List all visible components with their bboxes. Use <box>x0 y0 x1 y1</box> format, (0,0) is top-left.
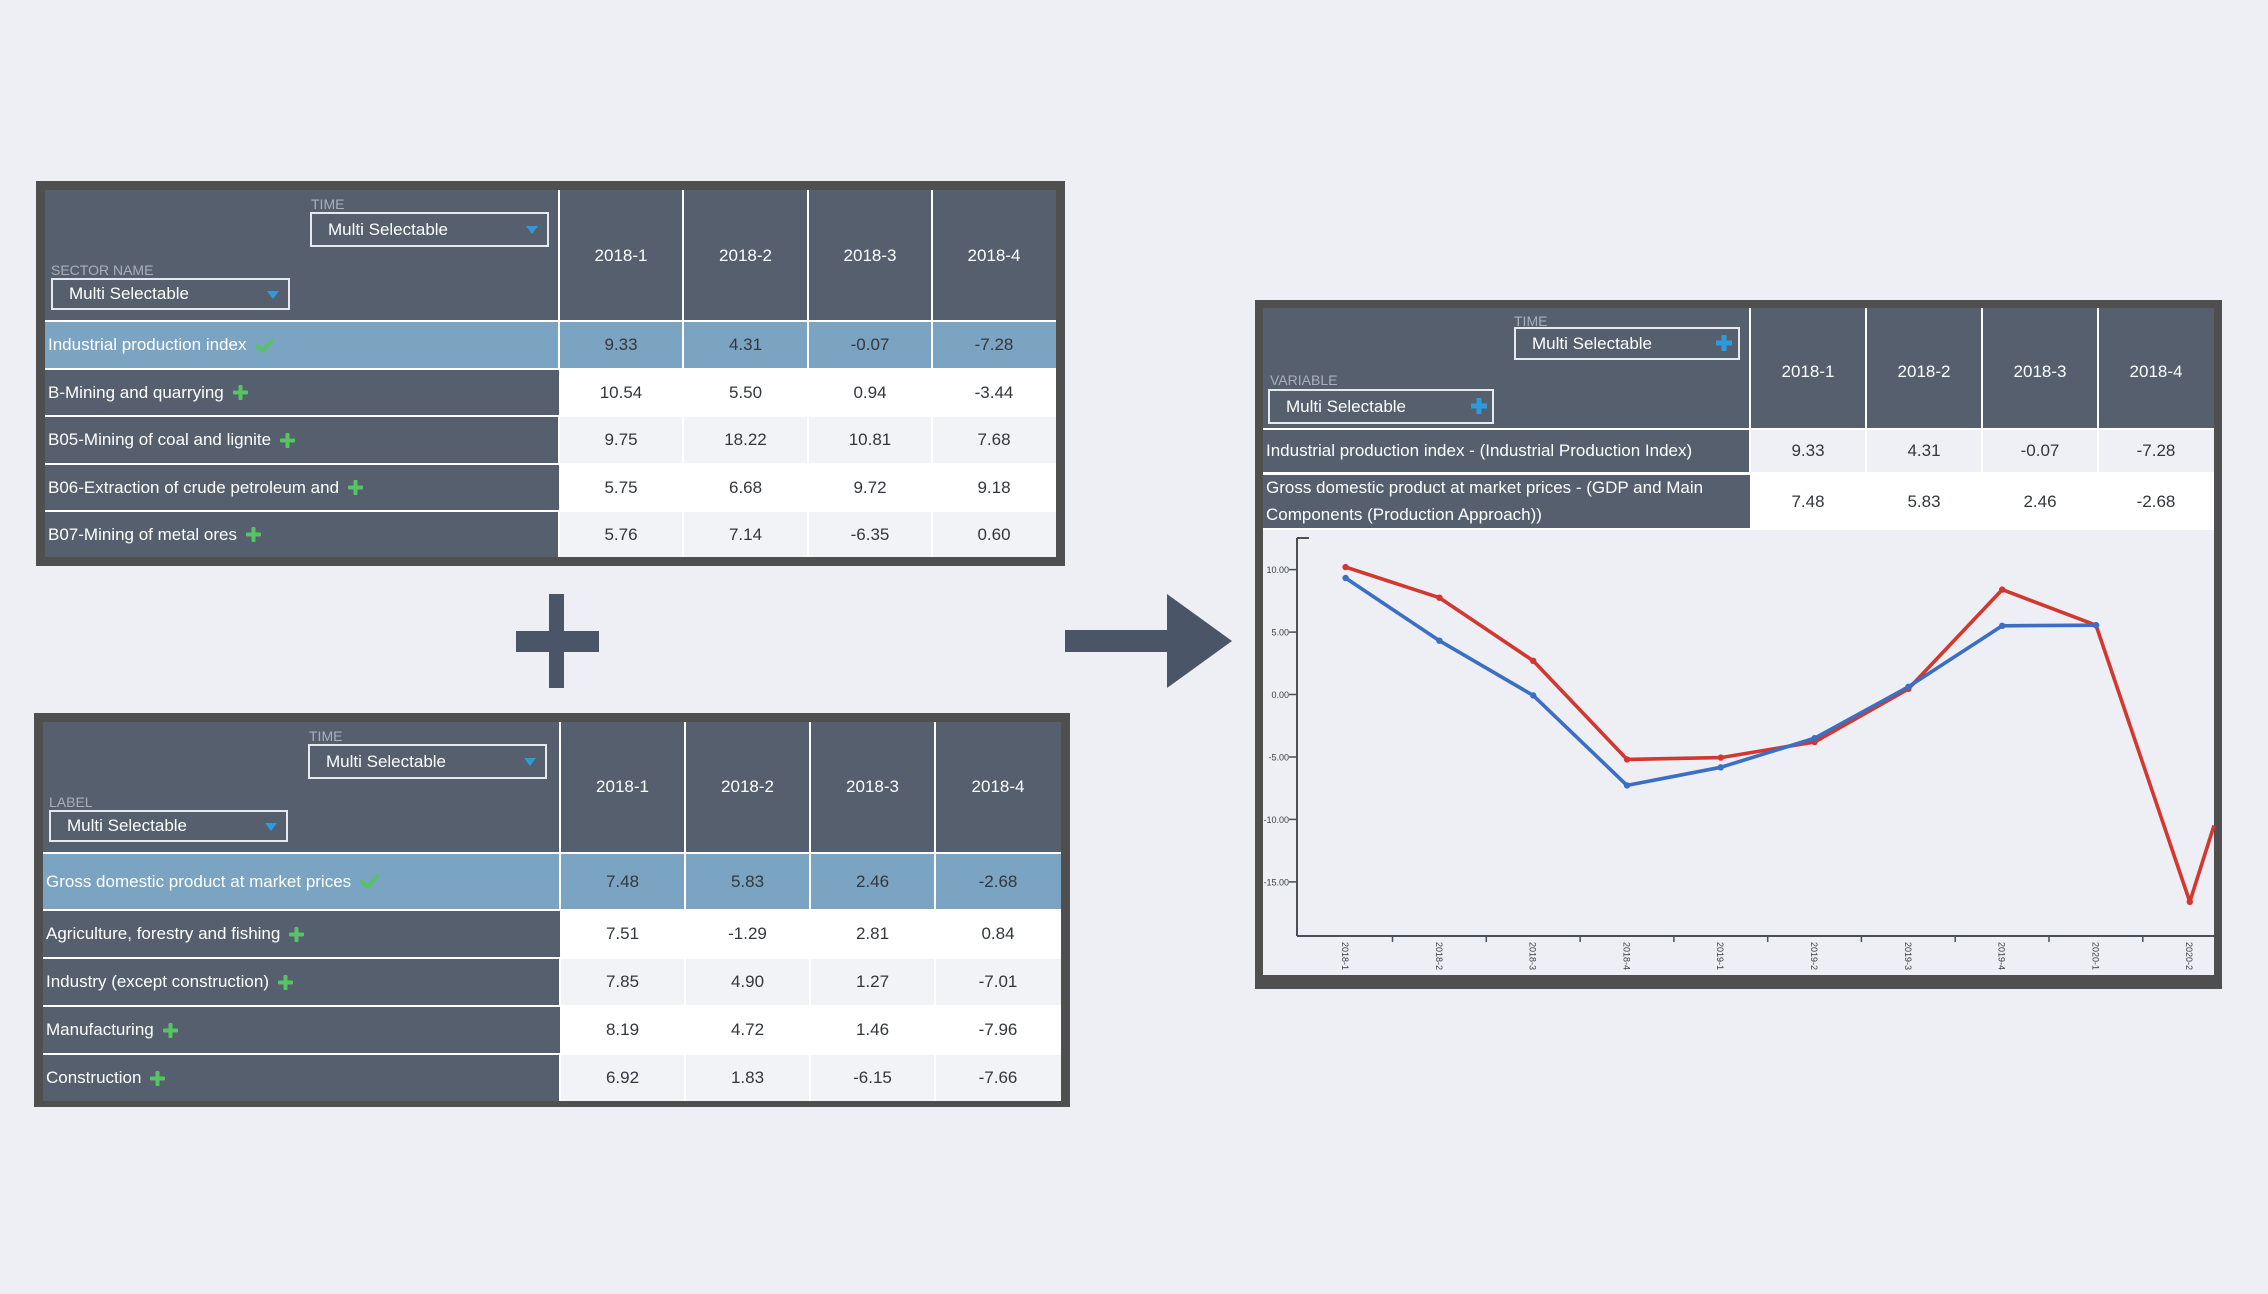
svg-text:-10.00: -10.00 <box>1263 815 1289 825</box>
svg-text:2019-3: 2019-3 <box>1903 942 1913 970</box>
svg-text:2018-3: 2018-3 <box>1528 942 1538 970</box>
svg-text:-15.00: -15.00 <box>1263 877 1289 887</box>
svg-text:2020-1: 2020-1 <box>2090 942 2100 970</box>
svg-text:2019-4: 2019-4 <box>1997 942 2007 970</box>
svg-text:10.00: 10.00 <box>1266 565 1289 575</box>
svg-text:2018-4: 2018-4 <box>1621 942 1631 970</box>
svg-text:0.00: 0.00 <box>1271 690 1289 700</box>
svg-text:5.00: 5.00 <box>1271 628 1289 638</box>
svg-text:2020-2: 2020-2 <box>2184 942 2194 970</box>
svg-text:-5.00: -5.00 <box>1268 753 1289 763</box>
svg-text:2018-2: 2018-2 <box>1434 942 1444 970</box>
svg-text:2019-2: 2019-2 <box>1809 942 1819 970</box>
svg-text:2019-1: 2019-1 <box>1715 942 1725 970</box>
svg-text:2018-1: 2018-1 <box>1340 942 1350 970</box>
